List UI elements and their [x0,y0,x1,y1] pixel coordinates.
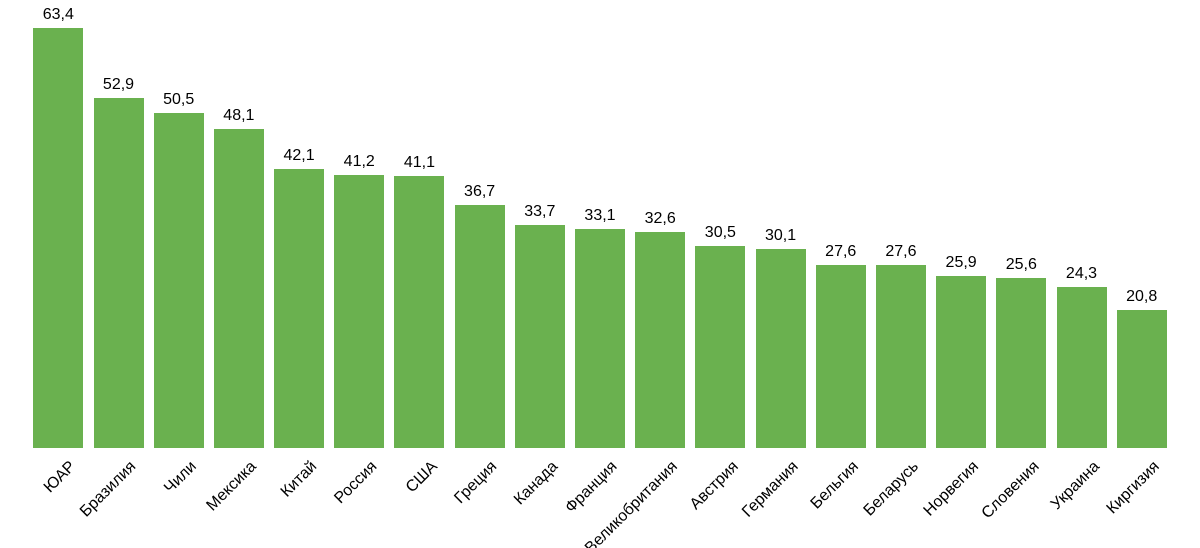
x-axis-label: Франция [563,458,622,517]
bar-value-label: 25,9 [946,254,977,272]
bar-value-label: 32,6 [645,210,676,228]
bar-group: 36,7 [450,28,510,448]
x-axis-label: Мексика [204,458,261,515]
bar-group: 50,5 [149,28,209,448]
bar-group: 30,1 [750,28,810,448]
bar [816,265,866,448]
bar-group: 30,5 [690,28,750,448]
bar [635,232,685,448]
x-axis-label: Китай [278,458,321,501]
bar-group: 41,2 [329,28,389,448]
bar-value-label: 50,5 [163,91,194,109]
bar-group: 25,6 [991,28,1051,448]
bar-value-label: 63,4 [43,6,74,24]
x-label-slot: Канада [510,452,570,548]
x-label-slot: Китай [269,452,329,548]
bar [1117,310,1167,448]
bar-group: 24,3 [1051,28,1111,448]
x-label-slot: Бельгия [811,452,871,548]
bar-group: 63,4 [28,28,88,448]
bar [274,169,324,448]
x-label-slot: Чили [149,452,209,548]
plot-area: 63,4 52,9 50,5 48,1 42,1 41,2 41,1 36,7 33,7 33,1… [28,28,1172,448]
bar-group: 41,1 [389,28,449,448]
bar [1057,287,1107,448]
bar [33,28,83,448]
bar-value-label: 33,7 [524,203,555,221]
bar [394,176,444,448]
x-label-slot: Норвегия [931,452,991,548]
x-label-slot: Великобритания [630,452,690,548]
bar-value-label: 36,7 [464,183,495,201]
bar-value-label: 33,1 [584,207,615,225]
bar [695,246,745,448]
bar-value-label: 27,6 [825,243,856,261]
x-label-slot: Бразилия [88,452,148,548]
x-axis-label: Чили [161,458,201,498]
x-axis-label: Киргизия [1103,458,1163,518]
bar-group: 52,9 [88,28,148,448]
x-label-slot: Германия [750,452,810,548]
bar-value-label: 25,6 [1006,256,1037,274]
x-label-slot: Греция [450,452,510,548]
x-axis-label: США [402,458,441,497]
bar-value-label: 41,1 [404,154,435,172]
x-label-slot: Киргизия [1112,452,1172,548]
bar [936,276,986,448]
bar-value-label: 20,8 [1126,288,1157,306]
x-axis-label: Австрия [686,458,742,514]
bar [214,129,264,448]
bar-group: 32,6 [630,28,690,448]
bar [876,265,926,448]
x-label-slot: ЮАР [28,452,88,548]
x-label-slot: Украина [1051,452,1111,548]
x-label-slot: Словения [991,452,1051,548]
bar-value-label: 41,2 [344,153,375,171]
bar-group: 25,9 [931,28,991,448]
bar [515,225,565,448]
bar [334,175,384,448]
bar-value-label: 24,3 [1066,265,1097,283]
bar-value-label: 30,1 [765,227,796,245]
bar [94,98,144,448]
x-axis-label: Россия [331,458,381,508]
bar-value-label: 42,1 [283,147,314,165]
x-label-slot: Австрия [690,452,750,548]
bar [996,278,1046,448]
x-label-slot: Беларусь [871,452,931,548]
x-axis: ЮАРБразилияЧилиМексикаКитайРоссияСШАГрец… [28,452,1172,548]
x-label-slot: Россия [329,452,389,548]
bar [455,205,505,448]
x-axis-label: Канада [511,458,562,509]
x-axis-label: Бельгия [807,458,862,513]
x-axis-label: ЮАР [41,458,80,497]
x-axis-label: Греция [452,458,502,508]
bar-group: 33,7 [510,28,570,448]
bar-value-label: 30,5 [705,224,736,242]
bar [154,113,204,448]
x-axis-label: Украина [1047,458,1103,514]
bar-chart: 63,4 52,9 50,5 48,1 42,1 41,2 41,1 36,7 33,7 33,1… [0,0,1200,548]
bar-group: 27,6 [871,28,931,448]
bar-group: 48,1 [209,28,269,448]
bar [575,229,625,448]
bar-group: 20,8 [1112,28,1172,448]
bar-group: 27,6 [811,28,871,448]
bar-value-label: 48,1 [223,107,254,125]
bar-group: 33,1 [570,28,630,448]
x-label-slot: США [389,452,449,548]
bar-value-label: 27,6 [885,243,916,261]
bar [756,249,806,448]
x-label-slot: Мексика [209,452,269,548]
bar-value-label: 52,9 [103,76,134,94]
bar-group: 42,1 [269,28,329,448]
